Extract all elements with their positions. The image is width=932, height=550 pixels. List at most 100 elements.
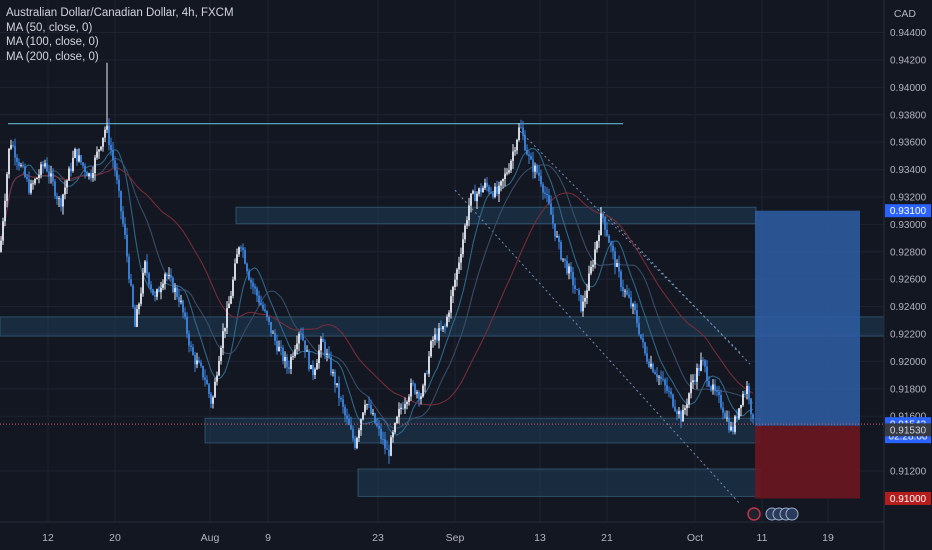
candle-body [160,287,162,293]
candle [304,340,306,358]
candle-body [424,373,426,386]
candle-body [518,127,520,140]
candle-body [226,308,228,328]
candle [570,262,572,279]
candle-body [704,360,706,367]
candle-body [158,289,160,293]
candle [740,404,742,417]
candle [130,273,132,287]
candle [404,397,406,415]
candle-body [282,347,284,362]
candle [458,256,460,274]
candle-body [242,247,244,251]
candle-body [396,416,398,424]
candle-body [488,186,490,192]
candle [644,341,646,356]
candle-body [210,393,212,404]
candle-body [76,149,78,162]
candle [540,169,542,188]
candle [140,287,142,307]
candle [32,180,34,190]
time-tick-label: 19 [822,532,834,544]
candle-body [352,429,354,439]
candle-body [318,350,320,364]
candle [188,330,190,353]
candle [494,183,496,199]
candle-body [104,129,106,138]
candle-body [528,154,530,157]
candle-body [190,345,192,348]
candle-body [244,250,246,264]
candle-body [630,297,632,307]
candle [710,385,712,392]
candle [646,346,648,364]
candle [614,247,616,275]
candle [706,360,708,388]
candle-body [80,155,82,163]
candle [442,325,444,333]
candle-body [428,356,430,374]
countdown-text: 02:28:00 [889,432,928,443]
candle [94,154,96,181]
candle [506,168,508,176]
candle-body [594,249,596,265]
candle-body [134,307,136,327]
candle-body [450,296,452,313]
candle-body [276,340,278,352]
candle [142,267,144,297]
candle [392,429,394,443]
candle-body [240,247,242,249]
support-resistance-zone [0,316,885,337]
candle-body [510,160,512,171]
candle-body [500,181,502,186]
candle-body [296,343,298,350]
candle-body [248,271,250,280]
candle-body [50,173,52,177]
candle-body [6,174,8,201]
candle-body [502,178,504,182]
price-tick-label: 0.94200 [890,55,927,66]
candle-body [30,183,32,193]
candle [356,436,358,450]
candle [176,284,178,300]
candle-body [58,198,60,200]
candle [428,351,430,378]
candle [288,360,290,374]
candle-body [110,145,112,151]
candle-body [180,300,182,303]
candle [600,207,602,236]
candle-body [202,365,204,378]
candle-body [356,438,358,448]
candle-body [286,356,288,368]
candle-body [142,272,144,294]
candle-body [556,236,558,237]
candle-body [666,385,668,391]
candle-body [24,166,26,177]
candle-body [250,279,252,283]
candle-body [46,163,48,172]
candle [480,183,482,197]
candle [554,223,556,242]
candle [568,263,570,280]
candle [606,222,608,238]
candle-body [696,368,698,382]
candle-body [186,316,188,334]
candle [708,375,710,388]
candle-body [520,127,522,129]
candle-body [408,396,410,402]
candle-body [578,289,580,295]
candle [720,389,722,410]
candle [560,240,562,261]
candle-body [150,284,152,290]
support-resistance-zone [357,468,761,497]
candle [380,423,382,444]
candle-body [328,353,330,358]
candle [548,188,550,206]
candle [334,369,336,393]
candle [180,294,182,305]
candle-body [698,368,700,371]
stop-loss-zone [755,425,860,499]
candle-body [380,428,382,440]
